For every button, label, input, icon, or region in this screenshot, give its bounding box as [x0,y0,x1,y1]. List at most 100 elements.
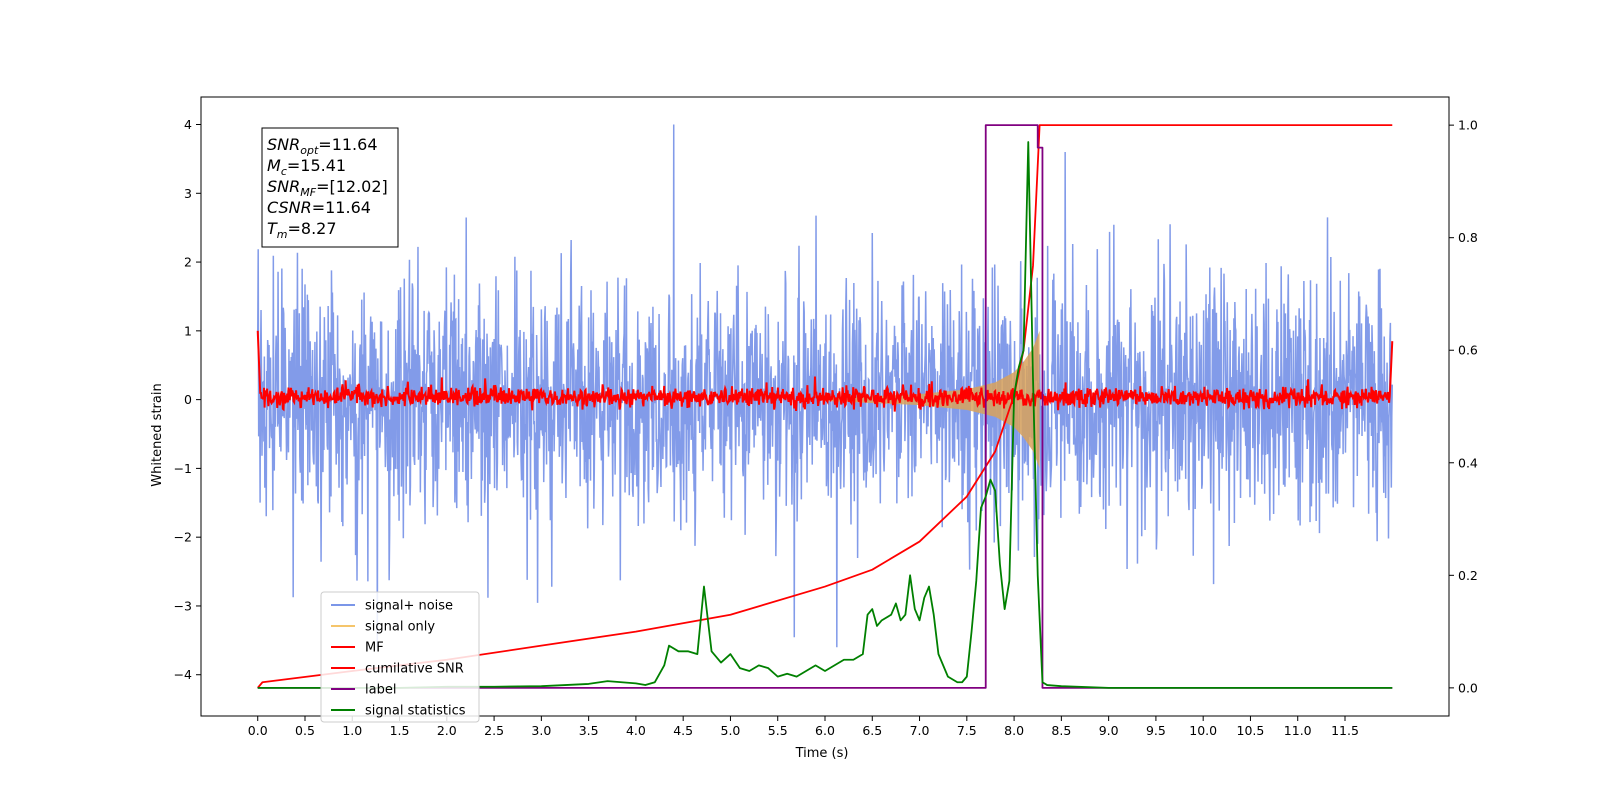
y-tick-label: −2 [174,530,192,545]
x-tick: 9.0 [1099,716,1119,738]
y-axis-label: Whitened strain [150,383,165,486]
x-tick-label: 5.0 [721,723,741,738]
x-tick-label: 7.5 [957,723,977,738]
y-tick: 1 [184,323,201,338]
info-box-frame [261,127,399,248]
legend-entry: signal+ noise [331,599,453,614]
legend-label: cumilative SNR [365,662,464,677]
info-annotation-box: SNRopt=11.64Mc=15.41SNRMF=[12.02]CSNR=11… [261,127,399,248]
y2-tick-label: 1.0 [1458,118,1478,133]
y-tick-label: 0 [184,392,192,407]
series-label [257,124,1393,689]
y2-tick: 0.8 [1449,230,1478,245]
x-tick: 9.5 [1146,716,1166,738]
y-tick-label: 1 [184,323,192,338]
y2-tick: 0.6 [1449,343,1478,358]
x-tick: 10.5 [1237,716,1265,738]
x-tick: 7.0 [910,716,930,738]
x-tick-label: 3.0 [531,723,551,738]
x-tick-label: 0.5 [295,723,315,738]
x-tick: 11.0 [1284,716,1312,738]
y-tick: −1 [174,461,201,476]
x-tick-label: 4.5 [673,723,693,738]
y-axis-right: 1.0 0.8 0.6 0.4 0.2 0.0 [1449,118,1478,695]
x-axis: 0.0 0.5 1.0 1.5 2.0 2.5 3.0 3.5 4.0 4.5 5.0 5.5 6.0 6… [248,716,1359,738]
x-tick-label: 10.5 [1237,723,1265,738]
x-tick: 8.5 [1051,716,1071,738]
info-line: SNRMF=[12.02] [267,177,388,199]
info-line: Mc=15.41 [267,156,346,178]
y-tick-label: 4 [184,117,192,132]
y-tick: −3 [174,598,201,613]
y2-tick: 0.2 [1449,568,1478,583]
x-tick: 4.5 [673,716,693,738]
y2-tick-label: 0.0 [1458,680,1478,695]
x-tick: 3.0 [531,716,551,738]
x-tick-label: 10.0 [1189,723,1217,738]
x-axis-label: Time (s) [795,746,849,761]
x-tick: 6.5 [862,716,882,738]
x-tick-label: 8.5 [1051,723,1071,738]
y2-tick-label: 0.6 [1458,343,1478,358]
x-tick-label: 5.5 [768,723,788,738]
x-tick: 0.5 [295,716,315,738]
x-tick-label: 11.5 [1331,723,1359,738]
x-tick-label: 9.5 [1146,723,1166,738]
series-mf [256,330,1394,412]
x-tick-label: 2.0 [437,723,457,738]
y-axis-left: 4 3 2 1 0 −1 −2 −3 −4 [174,117,201,682]
x-tick: 11.5 [1331,716,1359,738]
x-tick-label: 1.0 [342,723,362,738]
x-tick-label: 4.0 [626,723,646,738]
y2-tick-label: 0.2 [1458,568,1478,583]
legend-entry: signal only [331,620,435,635]
x-tick-label: 6.5 [862,723,882,738]
x-tick: 2.5 [484,716,504,738]
y-tick: 4 [184,117,201,132]
y-tick-label: −3 [174,598,192,613]
info-line: SNRopt=11.64 [267,135,378,157]
y2-tick: 0.0 [1449,680,1478,695]
x-tick: 6.0 [815,716,835,738]
legend-entry: label [331,683,396,698]
legend-label: signal only [365,620,435,635]
x-tick: 5.0 [721,716,741,738]
x-tick-label: 2.5 [484,723,504,738]
x-tick-label: 7.0 [910,723,930,738]
x-tick-label: 8.0 [1004,723,1024,738]
y2-tick-label: 0.4 [1458,455,1478,470]
legend-frame [320,591,480,723]
x-tick-label: 6.0 [815,723,835,738]
x-tick: 10.0 [1189,716,1217,738]
y2-tick: 1.0 [1449,118,1478,133]
x-tick-label: 0.0 [248,723,268,738]
x-tick: 4.0 [626,716,646,738]
y-tick: 2 [184,255,201,270]
x-tick-label: 11.0 [1284,723,1312,738]
series-signal-statistics [257,141,1393,689]
legend-entry: cumilative SNR [331,662,464,677]
y2-tick-label: 0.8 [1458,230,1478,245]
legend-label: signal statistics [365,704,466,719]
series-signal-noise [256,124,1394,648]
x-tick-label: 9.0 [1099,723,1119,738]
y-tick-label: 3 [184,186,192,201]
y-tick: −2 [174,530,201,545]
y-tick: 0 [184,392,201,407]
legend-label: MF [365,641,384,656]
x-tick-label: 3.5 [579,723,599,738]
x-tick: 5.5 [768,716,788,738]
info-line: CSNR=11.64 [267,198,371,217]
legend: signal+ noise signal only MF cumilative SNR… [320,591,480,723]
x-tick: 7.5 [957,716,977,738]
y-tick: −4 [174,667,201,682]
legend-label: signal+ noise [365,599,453,614]
legend-entry: MF [331,641,384,656]
legend-entry: signal statistics [331,704,466,719]
info-line: Tm=8.27 [267,219,337,241]
x-tick: 3.5 [579,716,599,738]
y-tick-label: −1 [174,461,192,476]
y-tick-label: 2 [184,255,192,270]
x-tick: 0.0 [248,716,268,738]
